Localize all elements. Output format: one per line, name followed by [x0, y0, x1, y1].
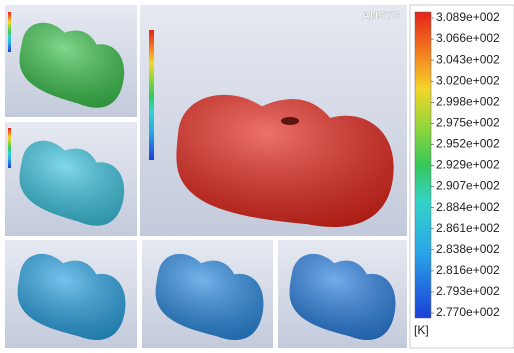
- colorbar: [415, 12, 431, 318]
- hole: [281, 117, 299, 125]
- legend-label: 2.816e+002: [436, 263, 500, 277]
- legend-label: 2.884e+002: [436, 200, 500, 214]
- legend-label: 3.089e+002: [436, 10, 500, 24]
- legend-label: 3.066e+002: [436, 31, 500, 45]
- legend-label: 2.770e+002: [436, 305, 500, 319]
- mini-colorbar: [149, 30, 154, 160]
- legend-unit: [K]: [414, 323, 429, 337]
- legend-label: 2.952e+002: [436, 137, 500, 151]
- legend-label: 2.907e+002: [436, 179, 500, 193]
- legend-label: 3.043e+002: [436, 52, 500, 66]
- logo: ANSYS: [362, 10, 400, 22]
- legend-label: 2.975e+002: [436, 116, 500, 130]
- legend-label: 2.838e+002: [436, 242, 500, 256]
- page: ANSYS [K] 3.089e+002 3.066e+002 3.043e+002…: [0, 0, 514, 353]
- legend-labels: 3.089e+002 3.066e+002 3.043e+002 3.020e+002…: [431, 10, 500, 319]
- legend-label: 2.861e+002: [436, 221, 500, 235]
- legend-label: 3.020e+002: [436, 73, 500, 87]
- figure: ANSYS [K] 3.089e+002 3.066e+002 3.043e+002…: [0, 0, 514, 353]
- legend-label: 2.793e+002: [436, 284, 500, 298]
- legend-label: 2.929e+002: [436, 158, 500, 172]
- legend-label: 2.998e+002: [436, 94, 500, 108]
- mini-colorbar: [8, 128, 11, 168]
- mini-colorbar: [8, 12, 11, 52]
